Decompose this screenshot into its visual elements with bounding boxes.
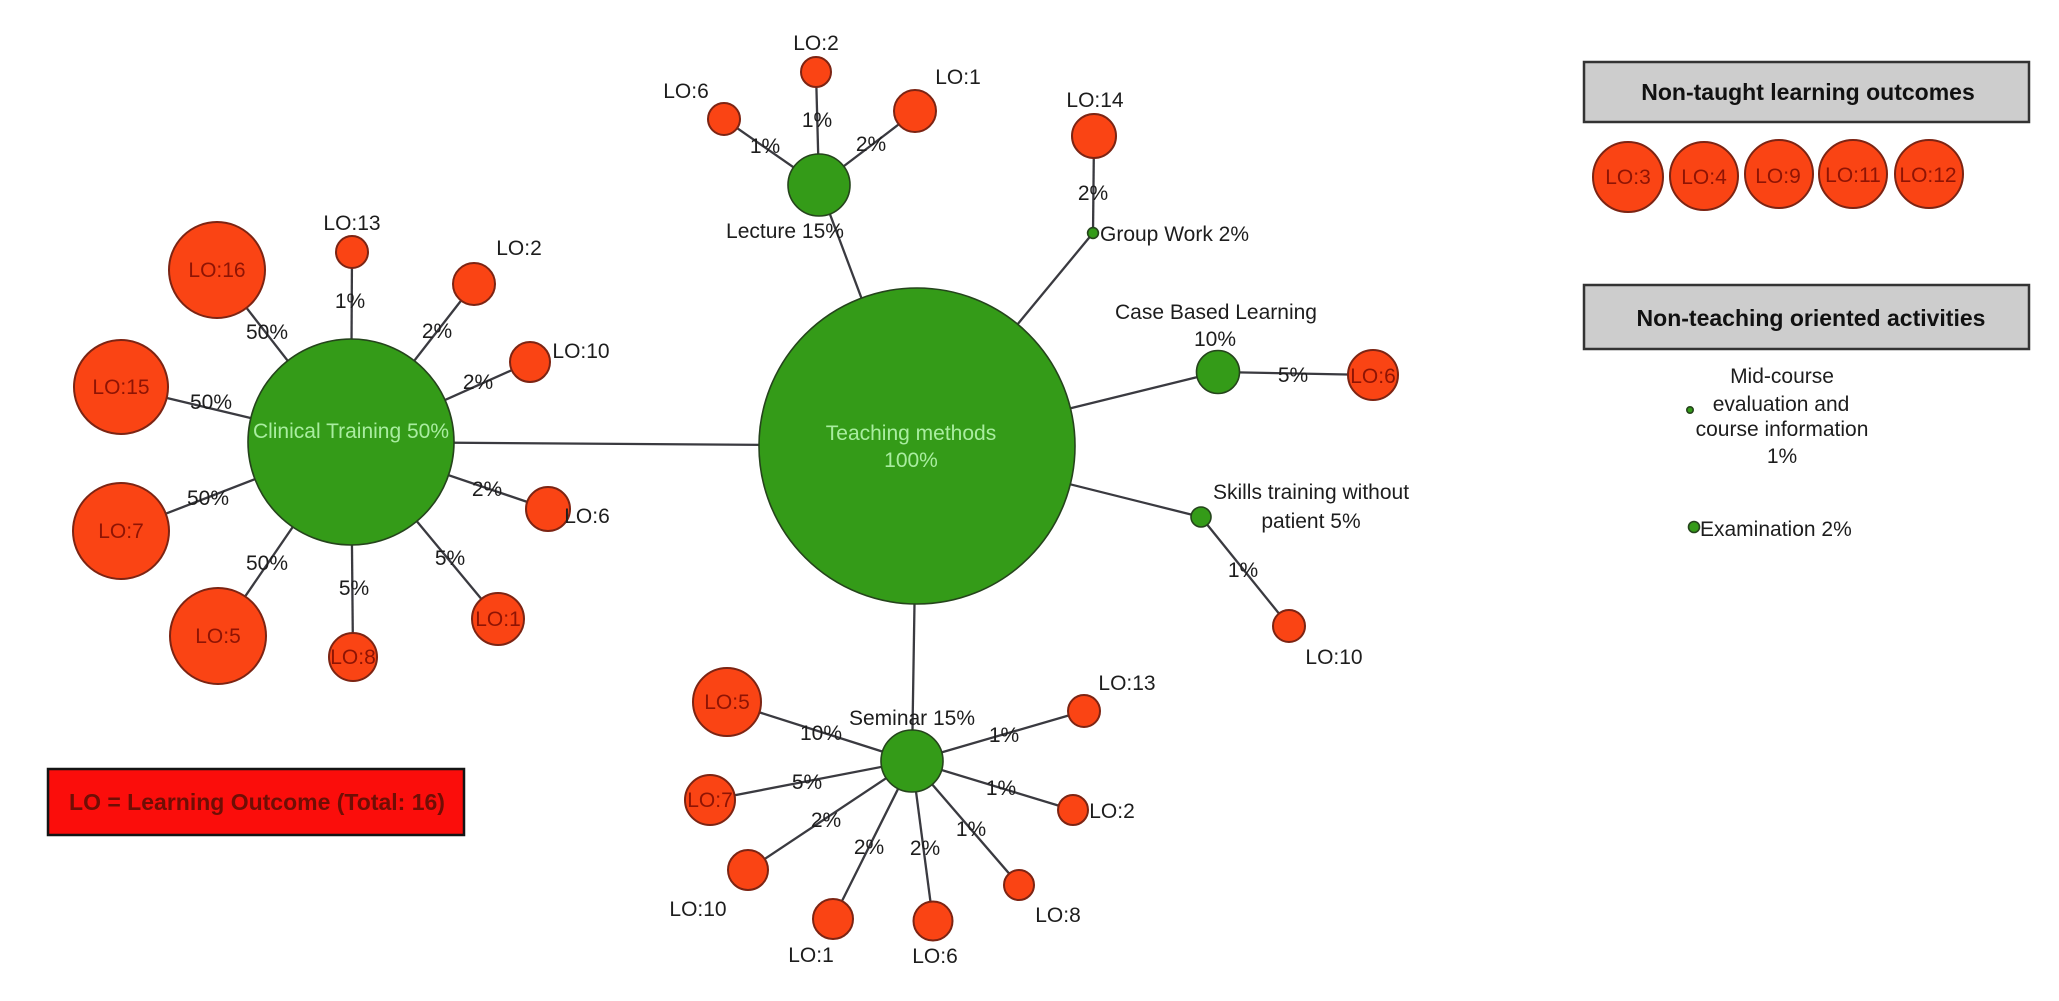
svg-text:LO:1: LO:1 <box>475 608 521 631</box>
svg-text:Examination 2%: Examination 2% <box>1700 518 1852 541</box>
svg-text:LO:12: LO:12 <box>1899 164 1956 187</box>
svg-text:Mid-course: Mid-course <box>1730 365 1834 388</box>
svg-text:Non-teaching oriented activiti: Non-teaching oriented activities <box>1637 305 1986 331</box>
svg-text:Non-taught learning outcomes: Non-taught learning outcomes <box>1641 79 1975 105</box>
svg-text:2%: 2% <box>854 836 884 859</box>
svg-text:LO:10: LO:10 <box>669 898 726 921</box>
svg-text:LO:6: LO:6 <box>564 505 610 528</box>
svg-text:1%: 1% <box>750 135 780 158</box>
svg-text:patient 5%: patient 5% <box>1261 510 1360 533</box>
svg-text:1%: 1% <box>956 818 986 841</box>
svg-text:LO:6: LO:6 <box>912 945 958 968</box>
svg-text:1%: 1% <box>335 290 365 313</box>
svg-text:Seminar 15%: Seminar 15% <box>849 707 975 730</box>
svg-text:LO:13: LO:13 <box>1098 672 1155 695</box>
svg-text:LO:7: LO:7 <box>98 520 144 543</box>
svg-text:100%: 100% <box>884 449 938 472</box>
svg-text:LO:5: LO:5 <box>704 691 750 714</box>
svg-text:50%: 50% <box>190 391 232 414</box>
svg-text:LO:8: LO:8 <box>1035 904 1081 927</box>
svg-text:LO:2: LO:2 <box>1089 800 1135 823</box>
svg-text:50%: 50% <box>246 321 288 344</box>
svg-text:LO:1: LO:1 <box>788 944 834 967</box>
svg-text:Lecture 15%: Lecture 15% <box>726 220 844 243</box>
svg-text:5%: 5% <box>1278 364 1308 387</box>
svg-text:LO = Learning Outcome (Total:: LO = Learning Outcome (Total: 16) <box>69 789 445 815</box>
svg-text:10%: 10% <box>800 722 842 745</box>
svg-text:1%: 1% <box>1228 559 1258 582</box>
svg-text:1%: 1% <box>989 724 1019 747</box>
svg-text:2%: 2% <box>472 478 502 501</box>
svg-text:LO:16: LO:16 <box>188 259 245 282</box>
svg-text:LO:13: LO:13 <box>323 212 380 235</box>
svg-text:Teaching methods: Teaching methods <box>826 422 996 445</box>
svg-text:1%: 1% <box>986 777 1016 800</box>
svg-text:LO:6: LO:6 <box>1350 365 1396 388</box>
svg-text:LO:2: LO:2 <box>793 32 839 55</box>
svg-text:50%: 50% <box>187 487 229 510</box>
svg-text:5%: 5% <box>339 577 369 600</box>
svg-text:LO:1: LO:1 <box>935 66 981 89</box>
svg-text:LO:10: LO:10 <box>552 340 609 363</box>
svg-text:LO:11: LO:11 <box>1825 164 1881 187</box>
svg-text:2%: 2% <box>910 837 940 860</box>
svg-text:LO:9: LO:9 <box>1755 165 1801 188</box>
svg-text:LO:7: LO:7 <box>687 789 733 812</box>
svg-text:Clinical Training 50%: Clinical Training 50% <box>253 420 449 443</box>
svg-text:1%: 1% <box>802 109 832 132</box>
svg-text:LO:3: LO:3 <box>1605 166 1651 189</box>
svg-text:2%: 2% <box>811 809 841 832</box>
svg-text:LO:14: LO:14 <box>1066 89 1124 112</box>
svg-text:2%: 2% <box>856 133 886 156</box>
svg-text:Case Based Learning: Case Based Learning <box>1115 301 1317 324</box>
svg-text:2%: 2% <box>463 371 493 394</box>
svg-text:LO:4: LO:4 <box>1681 166 1727 189</box>
svg-text:50%: 50% <box>246 552 288 575</box>
svg-text:LO:6: LO:6 <box>663 80 709 103</box>
svg-text:LO:10: LO:10 <box>1305 646 1362 669</box>
svg-text:LO:15: LO:15 <box>92 376 149 399</box>
svg-text:10%: 10% <box>1194 328 1236 351</box>
svg-text:5%: 5% <box>792 771 822 794</box>
svg-text:LO:2: LO:2 <box>496 237 542 260</box>
svg-text:2%: 2% <box>1078 182 1108 205</box>
svg-text:evaluation and: evaluation and <box>1713 393 1850 416</box>
svg-text:5%: 5% <box>435 547 465 570</box>
svg-text:2%: 2% <box>422 320 452 343</box>
svg-text:course information: course information <box>1696 418 1869 441</box>
svg-text:LO:8: LO:8 <box>330 646 376 669</box>
svg-text:LO:5: LO:5 <box>195 625 241 648</box>
svg-text:Skills training without: Skills training without <box>1213 481 1409 504</box>
svg-text:1%: 1% <box>1767 445 1797 468</box>
svg-text:Group Work 2%: Group Work 2% <box>1100 223 1249 246</box>
